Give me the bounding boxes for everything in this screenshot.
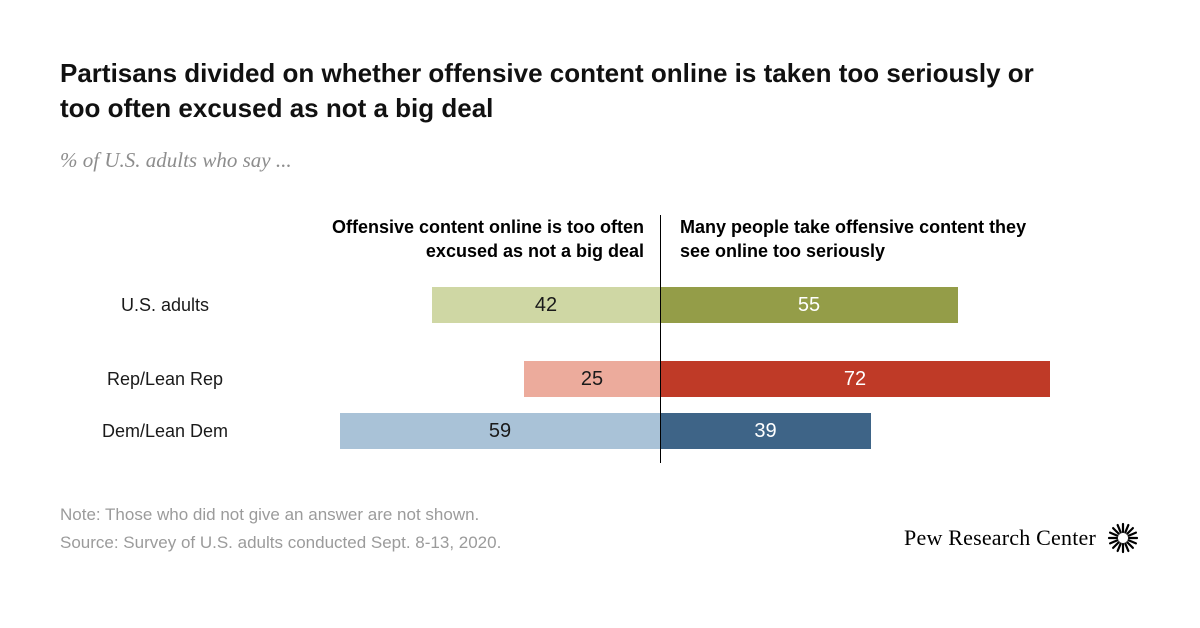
bar-right: 72 [660, 361, 1050, 398]
row-label: Rep/Lean Rep [106, 369, 224, 390]
bar-right: 39 [660, 413, 871, 450]
right-half: 55 [660, 287, 1140, 324]
chart-row: U.S. adults 42 55 [60, 287, 1140, 324]
row-label: Dem/Lean Dem [101, 421, 229, 442]
left-half: 59 [300, 413, 660, 450]
diverging-bar-chart: Offensive content online is too often ex… [60, 215, 1140, 464]
bar-left: 25 [524, 361, 660, 398]
chart-row: Rep/Lean Rep 25 72 [60, 361, 1140, 398]
brand-wordmark: Pew Research Center [904, 525, 1096, 551]
footer: Note: Those who did not give an answer a… [60, 501, 1140, 557]
right-half: 39 [660, 413, 1140, 450]
source-text: Source: Survey of U.S. adults conducted … [60, 533, 502, 553]
right-half: 72 [660, 361, 1140, 398]
brand: Pew Research Center [904, 521, 1140, 557]
bar-right: 55 [660, 287, 958, 324]
pew-starburst-icon [1107, 523, 1139, 554]
left-half: 42 [300, 287, 660, 324]
center-divider-line [660, 215, 661, 464]
chart-subtitle: % of U.S. adults who say ... [60, 148, 292, 173]
bar-left: 42 [432, 287, 660, 324]
column-headers: Offensive content online is too often ex… [60, 215, 1140, 263]
page-title: Partisans divided on whether offensive c… [60, 58, 1034, 124]
right-column-header: Many people take offensive content they … [680, 217, 1027, 262]
footnotes: Note: Those who did not give an answer a… [60, 501, 501, 557]
left-half: 25 [300, 361, 660, 398]
left-column-header: Offensive content online is too often ex… [331, 217, 644, 262]
row-label: U.S. adults [120, 295, 210, 316]
chart-row: Dem/Lean Dem 59 39 [60, 413, 1140, 450]
chart-rows: U.S. adults 42 55 Rep/Lean Rep 25 72 Dem/Lean … [60, 287, 1140, 450]
bar-left: 59 [340, 413, 660, 450]
note-text: Note: Those who did not give an answer a… [60, 505, 480, 525]
